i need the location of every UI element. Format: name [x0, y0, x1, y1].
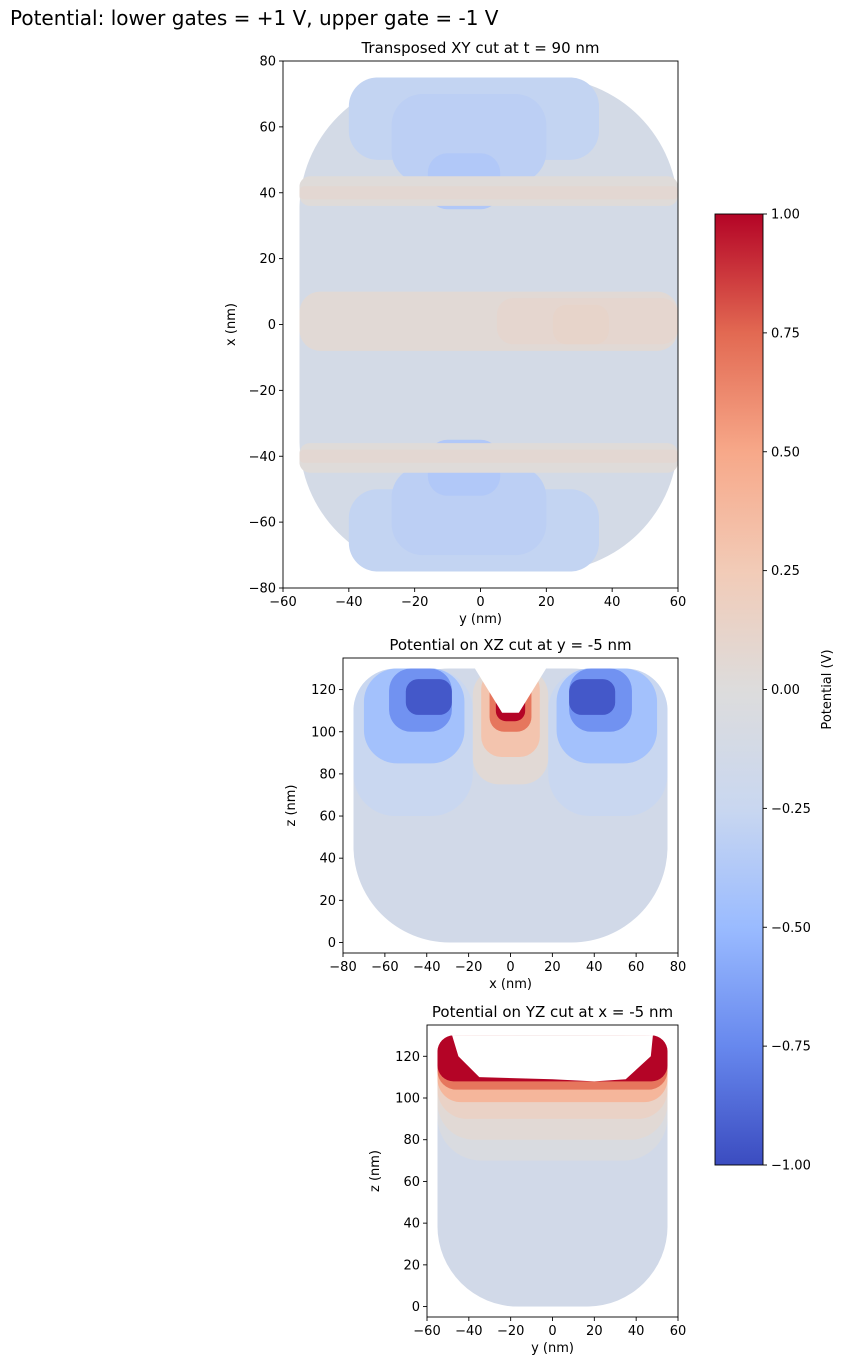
x-tick-label: −60 [269, 595, 296, 610]
y-tick-label: 20 [319, 894, 336, 909]
x-tick-label: 0 [506, 960, 514, 975]
x-tick-label: −20 [401, 595, 428, 610]
colorbar-tick-label: 0.75 [771, 326, 800, 341]
y-tick-label: 0 [412, 1300, 420, 1315]
figure-title: Potential: lower gates = +1 V, upper gat… [10, 6, 499, 30]
y-tick-label: −80 [249, 582, 276, 597]
colorbar-bar [714, 213, 764, 1166]
x-tick-label: −40 [335, 595, 362, 610]
x-tick-label: −40 [455, 1324, 482, 1339]
heatmap-field [437, 1035, 668, 1307]
colorbar-tick-label: −0.75 [771, 1040, 811, 1055]
heatmap-field [353, 668, 668, 943]
colorbar-tick-label: −0.50 [771, 921, 811, 936]
x-tick-label: 20 [544, 960, 561, 975]
x-tick-label: 20 [538, 595, 555, 610]
heatmap-region-9 [569, 679, 616, 715]
x-tick-label: −40 [413, 960, 440, 975]
colorbar-tick-label: 0.25 [771, 564, 800, 579]
colorbar-label: Potential (V) [820, 649, 835, 729]
y-tick-label: −60 [249, 516, 276, 531]
x-axis-label: y (nm) [531, 1341, 574, 1356]
x-tick-label: 40 [628, 1324, 645, 1339]
y-tick-label: 80 [259, 55, 276, 70]
heatmap-region-10 [299, 186, 678, 200]
y-tick-label: 100 [395, 1092, 420, 1107]
chart-title: Potential on XZ cut at y = -5 nm [389, 636, 631, 654]
colorbar-tick-label: 0.00 [771, 683, 800, 698]
chart-panel-1: −60 −40 −20 0 20 40 60−80−60−40−20020406080Tra… [224, 39, 686, 627]
chart-title: Transposed XY cut at t = 90 nm [360, 39, 599, 57]
x-tick-label: 80 [670, 960, 687, 975]
x-tick-label: −20 [497, 1324, 524, 1339]
y-tick-label: 0 [268, 318, 276, 333]
y-tick-label: 80 [403, 1133, 420, 1148]
colorbar: 1.00 0.75 0.50 0.25 0.00 −0.25 −0.50 −0.75 −1.00… [714, 208, 835, 1174]
x-tick-label: −60 [371, 960, 398, 975]
y-tick-label: 40 [259, 186, 276, 201]
x-tick-label: 60 [670, 595, 687, 610]
colorbar-tick-label: 0.50 [771, 445, 800, 460]
colorbar-tick-label: −1.00 [771, 1159, 811, 1174]
colorbar-tick-label: 1.00 [771, 208, 800, 223]
masked-gate-region [452, 1035, 653, 1082]
x-axis-label: y (nm) [459, 612, 502, 627]
plots-layer: −60 −40 −20 0 20 40 60−80−60−40−20020406080Tra… [224, 39, 686, 1356]
y-tick-label: 20 [259, 252, 276, 267]
y-tick-label: −20 [249, 384, 276, 399]
x-tick-label: 60 [670, 1324, 687, 1339]
heatmap-region-8 [405, 679, 452, 715]
y-tick-label: 40 [403, 1217, 420, 1232]
y-tick-label: 120 [311, 683, 336, 698]
y-tick-label: 120 [395, 1050, 420, 1065]
x-tick-label: −20 [455, 960, 482, 975]
y-tick-label: 60 [259, 120, 276, 135]
chart-panel-2: −80 −60 −40 −20 0 20 40 60 80 0 20 40 60 80 100 120 Pote… [284, 636, 686, 992]
x-tick-label: 40 [586, 960, 603, 975]
heatmap-region-11 [299, 449, 678, 463]
chart-title: Potential on YZ cut at x = -5 nm [432, 1003, 673, 1021]
x-tick-label: 20 [586, 1324, 603, 1339]
y-axis-label: z (nm) [368, 1150, 383, 1192]
x-tick-label: 0 [476, 595, 484, 610]
y-tick-label: 100 [311, 725, 336, 740]
chart-panel-3: −60 −40 −20 0 20 40 60 0 20 40 60 80 100 120 Potential… [368, 1003, 686, 1356]
x-tick-label: 60 [628, 960, 645, 975]
colorbar-tick-label: −0.25 [771, 802, 811, 817]
x-tick-label: −80 [329, 960, 356, 975]
y-axis-label: z (nm) [284, 784, 299, 826]
heatmap-region-3 [391, 93, 547, 183]
y-tick-label: 60 [319, 810, 336, 825]
y-tick-label: 0 [328, 936, 336, 951]
y-axis-label: x (nm) [224, 303, 239, 346]
y-tick-label: 40 [319, 852, 336, 867]
heatmap-region-6 [391, 466, 547, 556]
masked-gate-region [474, 668, 547, 713]
y-tick-label: 80 [319, 767, 336, 782]
y-tick-label: 20 [403, 1258, 420, 1273]
x-tick-label: −60 [413, 1324, 440, 1339]
y-tick-label: −40 [249, 450, 276, 465]
x-axis-label: x (nm) [489, 977, 532, 992]
heatmap-region-14 [552, 304, 609, 345]
x-tick-label: 0 [548, 1324, 556, 1339]
heatmap-field [299, 77, 678, 572]
y-tick-label: 60 [403, 1175, 420, 1190]
x-tick-label: 40 [604, 595, 621, 610]
